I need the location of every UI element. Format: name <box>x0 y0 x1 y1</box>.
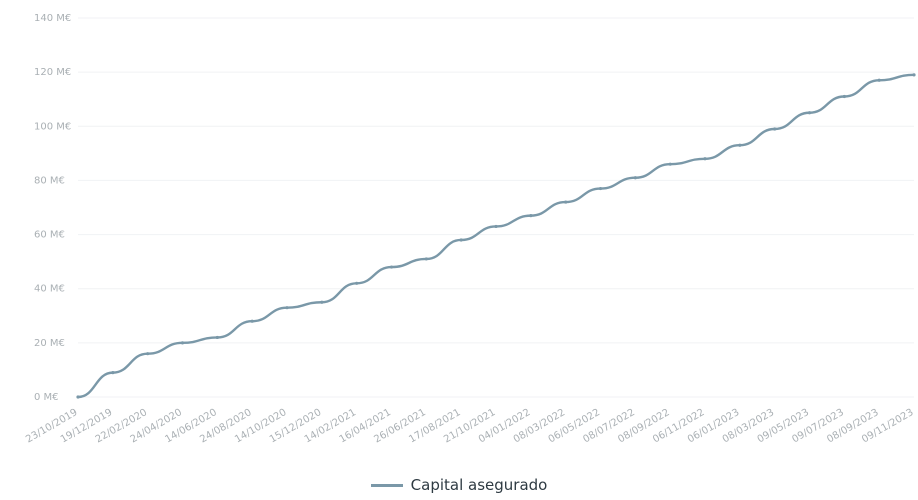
y-tick-label: 80 M€ <box>34 175 65 186</box>
y-tick-label: 0 M€ <box>34 392 59 403</box>
line-chart: 0 M€ 20 M€ 40 M€ 60 M€ 80 M€ 100 M€ 120 M€ 140 … <box>24 13 916 445</box>
data-point[interactable] <box>529 214 533 218</box>
data-point[interactable] <box>250 319 254 323</box>
data-point[interactable] <box>424 257 428 261</box>
data-point[interactable] <box>111 371 115 375</box>
x-axis: 23/10/201919/12/201922/02/202024/04/2020… <box>24 407 915 445</box>
y-tick-label: 140 M€ <box>34 13 71 24</box>
data-point[interactable] <box>215 335 219 340</box>
series-line-capital-asegurado[interactable] <box>76 73 916 399</box>
data-point[interactable] <box>180 341 185 345</box>
data-point[interactable] <box>320 300 324 304</box>
data-point[interactable] <box>146 352 150 356</box>
data-point[interactable] <box>842 94 846 99</box>
legend-swatch <box>370 483 403 487</box>
data-point[interactable] <box>76 395 80 399</box>
grid-lines <box>78 17 914 398</box>
data-point[interactable] <box>633 176 637 180</box>
series-layer <box>76 73 916 399</box>
data-point[interactable] <box>912 73 916 77</box>
data-point[interactable] <box>598 186 603 191</box>
y-axis: 0 M€ 20 M€ 40 M€ 60 M€ 80 M€ 100 M€ 120 M€ 140 … <box>34 13 71 403</box>
data-point[interactable] <box>355 281 359 285</box>
y-tick-label: 120 M€ <box>34 67 71 78</box>
data-point[interactable] <box>738 143 742 147</box>
data-point[interactable] <box>703 157 707 161</box>
data-point[interactable] <box>285 306 289 310</box>
data-point[interactable] <box>459 238 463 242</box>
y-tick-label: 40 M€ <box>34 284 65 295</box>
legend-label: Capital asegurado <box>410 476 548 494</box>
y-tick-label: 20 M€ <box>34 338 65 349</box>
data-point[interactable] <box>494 224 498 229</box>
data-point[interactable] <box>389 265 394 269</box>
data-point[interactable] <box>807 111 812 115</box>
data-point[interactable] <box>877 78 881 82</box>
legend[interactable]: Capital asegurado <box>0 476 918 494</box>
data-point[interactable] <box>773 127 777 131</box>
data-point[interactable] <box>668 162 672 166</box>
data-point[interactable] <box>564 200 568 204</box>
y-tick-label: 60 M€ <box>34 230 65 241</box>
y-tick-label: 100 M€ <box>34 121 71 132</box>
